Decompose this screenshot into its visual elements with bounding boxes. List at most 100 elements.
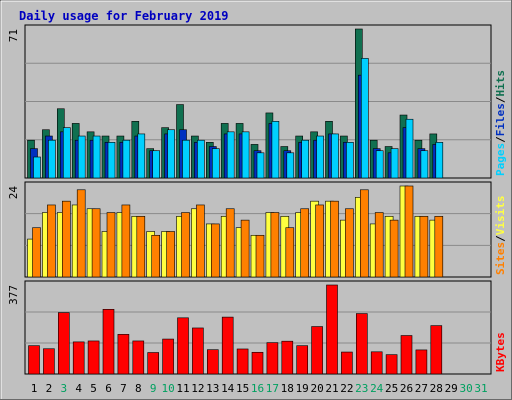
pages-bar-day-25 — [390, 148, 399, 179]
kbytes-bar — [266, 342, 279, 375]
kbytes-bar-day-23 — [355, 313, 368, 375]
sites-bar — [389, 219, 399, 278]
x-tick-label: 10 — [161, 382, 174, 395]
pages-bar — [346, 142, 354, 179]
pages-bar-day-14 — [226, 131, 235, 179]
sites-bar-day-22 — [345, 208, 354, 278]
x-tick-label: 4 — [75, 382, 82, 395]
x-tick-label: 31 — [474, 382, 487, 395]
kbytes-bar-day-19 — [296, 345, 309, 375]
pages-bar — [271, 121, 280, 179]
kbytes-bar-day-16 — [251, 351, 264, 375]
pages-bar — [241, 131, 250, 179]
sites-bar-day-26 — [404, 185, 414, 278]
pages-bar — [167, 129, 175, 179]
kbytes-bar — [102, 309, 115, 375]
sites-bar-day-6 — [106, 212, 116, 278]
sites-bar — [285, 227, 295, 278]
kbytes-bar-day-11 — [177, 317, 189, 375]
sites-bar — [315, 204, 324, 278]
y-max-label: 71 — [7, 29, 20, 42]
sites-bar-day-21 — [330, 200, 339, 278]
pages-bar — [122, 139, 131, 179]
kbytes-bar-day-26 — [400, 335, 413, 375]
sites-bar-day-17 — [270, 212, 280, 278]
x-tick-label: 2 — [46, 382, 53, 395]
x-tick-label: 25 — [385, 382, 398, 395]
x-tick-label: 5 — [90, 382, 97, 395]
pages-bar — [197, 139, 205, 179]
kbytes-bar — [311, 326, 323, 375]
kbytes-bar — [385, 354, 398, 375]
sites-bar-day-24 — [374, 212, 384, 278]
pages-bar-day-17 — [271, 121, 280, 179]
x-tick-label: 9 — [150, 382, 157, 395]
kbytes-bar — [296, 345, 309, 375]
x-tick-label: 15 — [236, 382, 249, 395]
sites-bar-day-12 — [196, 204, 205, 278]
sites-bar — [404, 185, 414, 278]
sites-bar-day-3 — [61, 200, 71, 278]
pages-bar — [62, 127, 71, 179]
x-tick-label: 30 — [459, 382, 472, 395]
pages-bar-day-21 — [331, 133, 339, 179]
pages-bar-day-19 — [301, 139, 310, 179]
pages-bar — [107, 142, 116, 179]
y-max-label: 377 — [7, 285, 20, 305]
sites-bar-day-2 — [47, 204, 56, 278]
sites-bar — [225, 208, 235, 278]
kbytes-bar — [355, 313, 368, 375]
pages-bar-day-23 — [360, 58, 369, 179]
panel-kbytes: 377 KBytes — [7, 280, 507, 375]
kbytes-bar-day-13 — [207, 349, 219, 375]
pages-bar-day-5 — [92, 135, 101, 179]
kbytes-bar-day-18 — [281, 340, 294, 375]
pages-bar-day-3 — [62, 127, 71, 179]
x-tick-label: 7 — [120, 382, 127, 395]
kbytes-bar-day-5 — [87, 340, 100, 375]
pages-bar-day-20 — [316, 135, 324, 179]
pages-bar — [286, 152, 295, 179]
kbytes-bar-day-9 — [147, 352, 159, 375]
pages-bar-day-4 — [77, 135, 86, 179]
sites-bar — [61, 200, 71, 278]
sites-bar — [151, 234, 160, 278]
pages-bar — [33, 156, 41, 179]
kbytes-bar — [192, 327, 204, 375]
x-tick-label: 20 — [310, 382, 323, 395]
pages-bar — [360, 58, 369, 179]
sites-bar — [91, 208, 101, 278]
kbytes-bar — [177, 317, 189, 375]
legend-item-sep: / — [494, 235, 507, 242]
kbytes-bar-day-1 — [28, 345, 40, 375]
sites-bar — [47, 204, 56, 278]
x-tick-label: 24 — [370, 382, 384, 395]
kbytes-bar — [132, 340, 145, 375]
pages-bar-day-11 — [182, 139, 190, 179]
sites-bar-day-18 — [285, 227, 295, 278]
pages-bar — [226, 131, 235, 179]
kbytes-bar-day-24 — [370, 351, 383, 375]
sites-bar — [255, 234, 265, 278]
pages-bar — [405, 118, 414, 179]
pages-bar — [420, 150, 429, 179]
kbytes-bar — [430, 325, 443, 375]
x-tick-label: 29 — [445, 382, 458, 395]
kbytes-bar-day-22 — [341, 351, 353, 375]
kbytes-bar — [43, 348, 55, 375]
pages-bar — [256, 152, 265, 179]
x-tick-label: 21 — [325, 382, 338, 395]
legend-item-sep2: / — [494, 96, 507, 103]
pages-bar-day-22 — [346, 142, 354, 179]
y-max-label: 24 — [7, 186, 20, 200]
pages-bar — [92, 135, 101, 179]
legend-item-visits: Visits — [494, 196, 507, 236]
sites-bar — [345, 208, 354, 278]
pages-bar — [77, 135, 86, 179]
kbytes-bar-day-25 — [385, 354, 398, 375]
pages-bar — [435, 142, 444, 179]
sites-bar — [196, 204, 205, 278]
pages-bar — [152, 150, 160, 179]
